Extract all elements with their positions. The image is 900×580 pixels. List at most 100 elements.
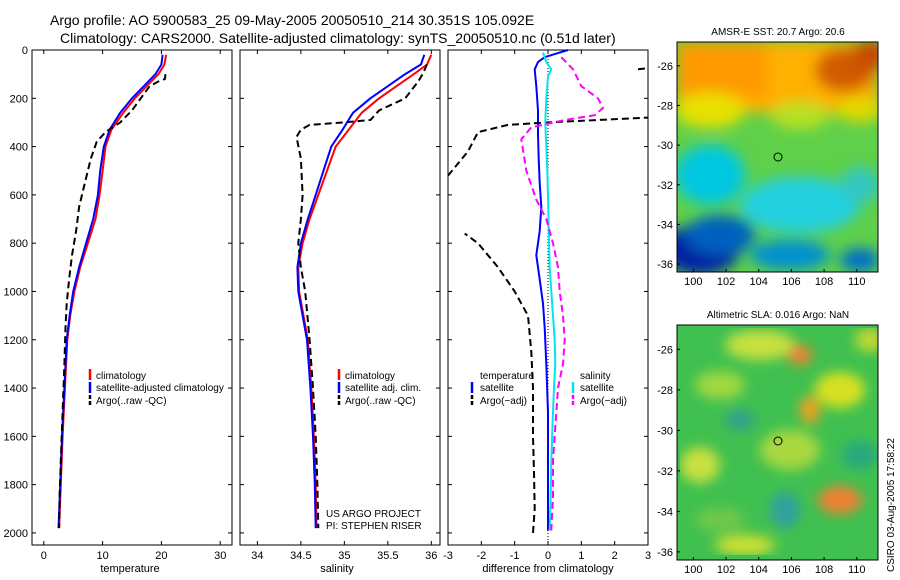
salinity-legend: climatology satellite adj. clim. Argo(..… xyxy=(326,369,422,532)
y-tick-label: 400 xyxy=(10,142,28,154)
x-tick-label: 35.5 xyxy=(377,550,398,562)
x-tick-label: -2 xyxy=(476,550,486,562)
difference-legend: temperature satellite Argo(−adj) salinit… xyxy=(470,371,627,407)
figure-title-line1: Argo profile: AO 5900583_25 09-May-2005 … xyxy=(50,12,534,28)
sla-map-ticks: 100 102 104 106 108 110 -26 -28 -30 -32 -34 -36 xyxy=(657,344,865,576)
x-tick-label: -1 xyxy=(510,550,520,562)
map-y-tick-label: -26 xyxy=(657,61,673,73)
y-tick-label: 0 xyxy=(22,45,28,57)
map-x-tick-label: 102 xyxy=(717,276,735,288)
y-tick-label: 2000 xyxy=(4,528,28,540)
map-x-tick-label: 100 xyxy=(684,276,702,288)
legend-label-argo: Argo(..raw -QC) xyxy=(345,396,416,407)
y-tick-label: 1800 xyxy=(4,480,28,492)
series-argo-raw-qc xyxy=(58,73,167,529)
sst-map-frame xyxy=(676,41,879,273)
argo-location-marker xyxy=(773,436,783,446)
map-x-tick-label: 106 xyxy=(782,276,800,288)
map-y-tick-label: -32 xyxy=(657,466,673,478)
salinity-panel: 34 34.5 35 35.5 36 xyxy=(240,49,440,562)
legend-label-sal-argo: Argo(−adj) xyxy=(580,396,627,407)
x-tick-label: 3 xyxy=(645,550,651,562)
map-y-tick-label: -26 xyxy=(657,344,673,356)
credit-label: CSIRO 03-Aug-2005 17:58:22 xyxy=(886,438,897,572)
map-x-tick-label: 100 xyxy=(684,564,702,576)
x-tick-label: 34 xyxy=(251,550,263,562)
salinity-panel-frame xyxy=(239,49,441,546)
project-label: US ARGO PROJECT xyxy=(326,509,421,520)
series-satellite-adjusted-climatology xyxy=(57,54,164,529)
map-x-tick-label: 108 xyxy=(815,276,833,288)
y-tick-label: 1200 xyxy=(4,335,28,347)
legend-label-climatology: climatology xyxy=(345,371,395,382)
x-tick-label: 36 xyxy=(425,550,437,562)
series-argo-adj xyxy=(447,116,649,177)
y-tick-label: 1400 xyxy=(4,383,28,395)
map-y-tick-label: -36 xyxy=(657,547,673,559)
legend-label-salinity: salinity xyxy=(580,371,611,382)
x-tick-label: 0 xyxy=(41,550,47,562)
series-satellite-adj-clim xyxy=(296,54,426,529)
x-tick-label: 0 xyxy=(545,550,551,562)
series-argo-adj xyxy=(520,56,604,531)
temperature-legend: climatology satellite-adjusted climatolo… xyxy=(88,369,224,407)
temperature-xlabel: temperature xyxy=(100,563,159,575)
map-y-tick-label: -36 xyxy=(657,259,673,271)
temperature-panel: 0 10 20 30 0 200 400 600 800 1000 1200 1400 1600 1800… xyxy=(4,45,232,562)
difference-xlabel: difference from climatology xyxy=(482,563,614,575)
map-x-tick-label: 104 xyxy=(750,276,768,288)
map-y-tick-label: -32 xyxy=(657,180,673,192)
x-tick-label: 2 xyxy=(612,550,618,562)
x-tick-label: 20 xyxy=(155,550,167,562)
legend-label-argo: Argo(..raw -QC) xyxy=(96,396,167,407)
y-tick-label: 200 xyxy=(10,93,28,105)
figure-title-line2: Climatology: CARS2000. Satellite-adjuste… xyxy=(60,30,616,46)
map-x-tick-label: 104 xyxy=(750,564,768,576)
map-y-tick-label: -28 xyxy=(657,100,673,112)
legend-label-temperature: temperature xyxy=(480,371,534,382)
temperature-panel-frame xyxy=(31,49,233,546)
y-tick-label: 600 xyxy=(10,190,28,202)
argo-location-marker xyxy=(773,152,783,162)
map-y-tick-label: -28 xyxy=(657,385,673,397)
x-tick-label: 10 xyxy=(96,550,108,562)
sst-map-title: AMSR-E SST: 20.7 Argo: 20.6 xyxy=(711,27,845,38)
series-satellite xyxy=(542,52,557,531)
sst-map xyxy=(677,42,878,272)
series-satellite xyxy=(533,49,569,531)
sla-map-frame xyxy=(676,324,879,561)
x-tick-label: 1 xyxy=(578,550,584,562)
salinity-xlabel: salinity xyxy=(320,563,354,575)
legend-label-satellite: satellite-adjusted climatology xyxy=(96,383,224,394)
map-y-tick-label: -34 xyxy=(657,219,673,231)
x-tick-label: 34.5 xyxy=(290,550,311,562)
map-x-tick-label: 108 xyxy=(815,564,833,576)
x-tick-label: 35 xyxy=(338,550,350,562)
sla-map xyxy=(677,325,878,560)
map-y-tick-label: -34 xyxy=(657,506,673,518)
legend-label-sal-satellite: satellite xyxy=(580,383,614,394)
legend-label-temp-argo: Argo(−adj) xyxy=(480,396,527,407)
pi-label: PI: STEPHEN RISER xyxy=(326,521,422,532)
x-tick-label: -3 xyxy=(443,550,453,562)
map-y-tick-label: -30 xyxy=(657,425,673,437)
map-x-tick-label: 106 xyxy=(782,564,800,576)
map-y-tick-label: -30 xyxy=(657,140,673,152)
x-tick-label: 30 xyxy=(214,550,226,562)
difference-panel: -3 -2 -1 0 1 2 3 xyxy=(443,49,651,562)
sst-map-ticks: 100 102 104 106 108 110 -26 -28 -30 -32 -34 -36 xyxy=(657,61,865,288)
map-x-tick-label: 110 xyxy=(848,564,866,576)
legend-label-climatology: climatology xyxy=(96,371,146,382)
series-argo-raw-qc xyxy=(295,64,428,529)
y-tick-label: 800 xyxy=(10,238,28,250)
series-argo-adj xyxy=(464,232,536,533)
sla-map-title: Altimetric SLA: 0.016 Argo: NaN xyxy=(707,310,849,321)
series-argo-adj xyxy=(637,67,649,71)
map-x-tick-label: 102 xyxy=(717,564,735,576)
y-tick-label: 1600 xyxy=(4,431,28,443)
y-tick-label: 1000 xyxy=(4,286,28,298)
legend-label-temp-satellite: satellite xyxy=(480,383,514,394)
legend-label-satellite: satellite adj. clim. xyxy=(345,383,421,394)
map-x-tick-label: 110 xyxy=(848,276,866,288)
